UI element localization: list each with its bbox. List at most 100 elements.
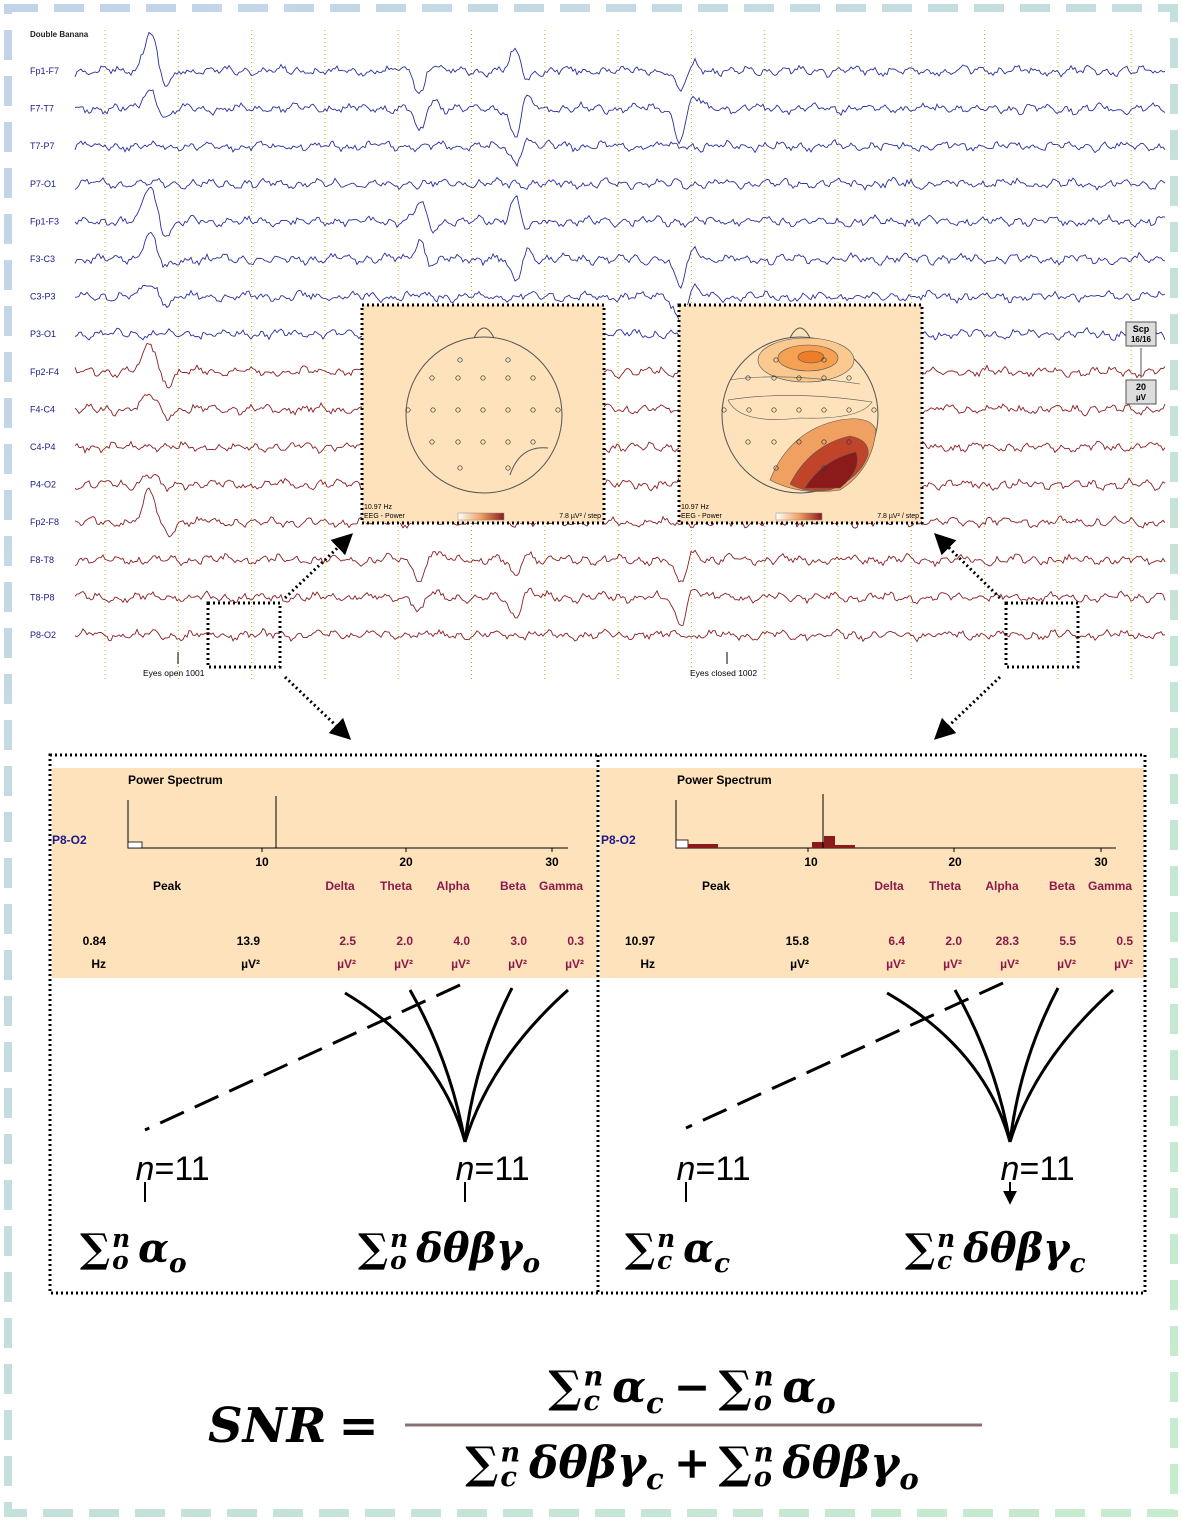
electrode [505, 357, 511, 363]
unit: µV² [1057, 957, 1076, 971]
electrode [505, 465, 511, 471]
channel-label: C3-P3 [30, 292, 56, 302]
electrode [821, 375, 827, 381]
equals: = [338, 1398, 378, 1454]
value: 2.5 [339, 934, 356, 948]
electrode [746, 407, 752, 413]
electrode [430, 407, 436, 413]
electrode [773, 357, 779, 363]
term-index: c [646, 1386, 664, 1420]
electrode [455, 439, 461, 445]
sum-sign: ∑ [465, 1438, 498, 1489]
channel-label: Fp2-F4 [30, 367, 59, 377]
term-body: δθβγ [781, 1438, 901, 1489]
electrode [773, 465, 779, 471]
column-header: Beta [500, 879, 526, 893]
eeg-trace [74, 89, 1166, 145]
channel-label: F4-C4 [30, 404, 55, 414]
sum-upper: n [937, 1224, 955, 1253]
channel-label: T8-P8 [30, 592, 55, 602]
column-header: Gamma [1088, 879, 1132, 893]
term-body: α [683, 1225, 714, 1272]
value: 10.97 [625, 934, 655, 948]
column-header: Peak [702, 879, 730, 893]
sum-sign: ∑ [625, 1225, 655, 1272]
term-body: δθβγ [528, 1438, 648, 1489]
frame [4, 4, 1178, 1517]
spectrum-title: Power Spectrum [677, 773, 772, 787]
channel-label: F7-T7 [30, 104, 54, 114]
term-index: o [522, 1248, 540, 1279]
sum-term: ∑ nc α c [625, 1224, 730, 1279]
value: 0.3 [567, 934, 584, 948]
sum-lower: o [754, 1461, 772, 1493]
sum-lower: o [112, 1246, 129, 1275]
unit: µV² [1000, 957, 1019, 971]
electrode [796, 407, 802, 413]
value: 0.84 [83, 934, 107, 948]
sum-sign: ∑ [358, 1225, 388, 1272]
electrode [846, 439, 852, 445]
denominator: ∑ nc δθβγ c + ∑ no δθβγ o [465, 1436, 918, 1496]
electrode [505, 407, 511, 413]
sum-sign: ∑ [548, 1362, 581, 1413]
snr-name: SNR [208, 1398, 326, 1454]
event-label: Eyes open 1001 [143, 668, 205, 678]
count-eq: =11 [474, 1150, 529, 1188]
eeg-trace [74, 342, 1166, 389]
eeg-trace [74, 186, 1166, 237]
count: n =11 [136, 1150, 210, 1188]
sum-sign: ∑ [905, 1225, 935, 1272]
term-index: c [646, 1462, 664, 1496]
channel-label: Fp2-F8 [30, 517, 59, 527]
electrode [796, 375, 802, 381]
topomap-freq: 10.97 Hz [364, 504, 393, 511]
electrode [429, 375, 435, 381]
electrode [530, 407, 536, 413]
connectors [144, 981, 1115, 1202]
electrode [745, 439, 751, 445]
topomap: 10.97 Hz EEG - Power 7.8 µV² / step [677, 303, 924, 525]
operator: − [674, 1362, 711, 1413]
eeg-traces [74, 31, 1166, 643]
electrode [771, 375, 777, 381]
snr-label: SNR = [208, 1398, 379, 1454]
sum-upper: n [500, 1436, 520, 1468]
channel-label: F3-C3 [30, 254, 55, 264]
eeg-trace [74, 587, 1166, 626]
sum-upper: n [112, 1224, 130, 1253]
electrode [846, 407, 852, 413]
channel-label: Fp1-F7 [30, 66, 59, 76]
sum-sign: ∑ [80, 1225, 110, 1272]
sum-upper: n [390, 1224, 408, 1253]
axis-tick-label: 20 [948, 855, 962, 869]
unit: µV² [241, 957, 260, 971]
column-header: Gamma [539, 879, 583, 893]
electrode [821, 465, 827, 471]
term-body: α [138, 1225, 169, 1272]
sum-term: ∑ no δθβγ o [358, 1224, 540, 1279]
electrode [796, 439, 802, 445]
value: 4.0 [453, 934, 470, 948]
electrode [405, 407, 411, 413]
scale-text: Scp [1133, 324, 1150, 334]
axis-tick-label: 30 [1094, 855, 1108, 869]
sum-term: ∑ nc δθβγ c [905, 1224, 1086, 1279]
electrode [457, 465, 463, 471]
column-header: Theta [929, 879, 961, 893]
sum-lower: c [584, 1385, 601, 1417]
value: 3.0 [510, 934, 527, 948]
value: 0.5 [1116, 934, 1133, 948]
unit: µV² [337, 957, 356, 971]
zoom-markers [206, 533, 1080, 740]
channel-label: F8-T8 [30, 555, 54, 565]
electrode [771, 439, 777, 445]
eeg-trace [74, 393, 1166, 422]
electrode [871, 407, 877, 413]
spectrum-title: Power Spectrum [128, 773, 223, 787]
eeg-trace [74, 549, 1166, 583]
electrode [846, 375, 852, 381]
term-index: c [1069, 1248, 1085, 1279]
count: n =11 [1001, 1150, 1075, 1188]
